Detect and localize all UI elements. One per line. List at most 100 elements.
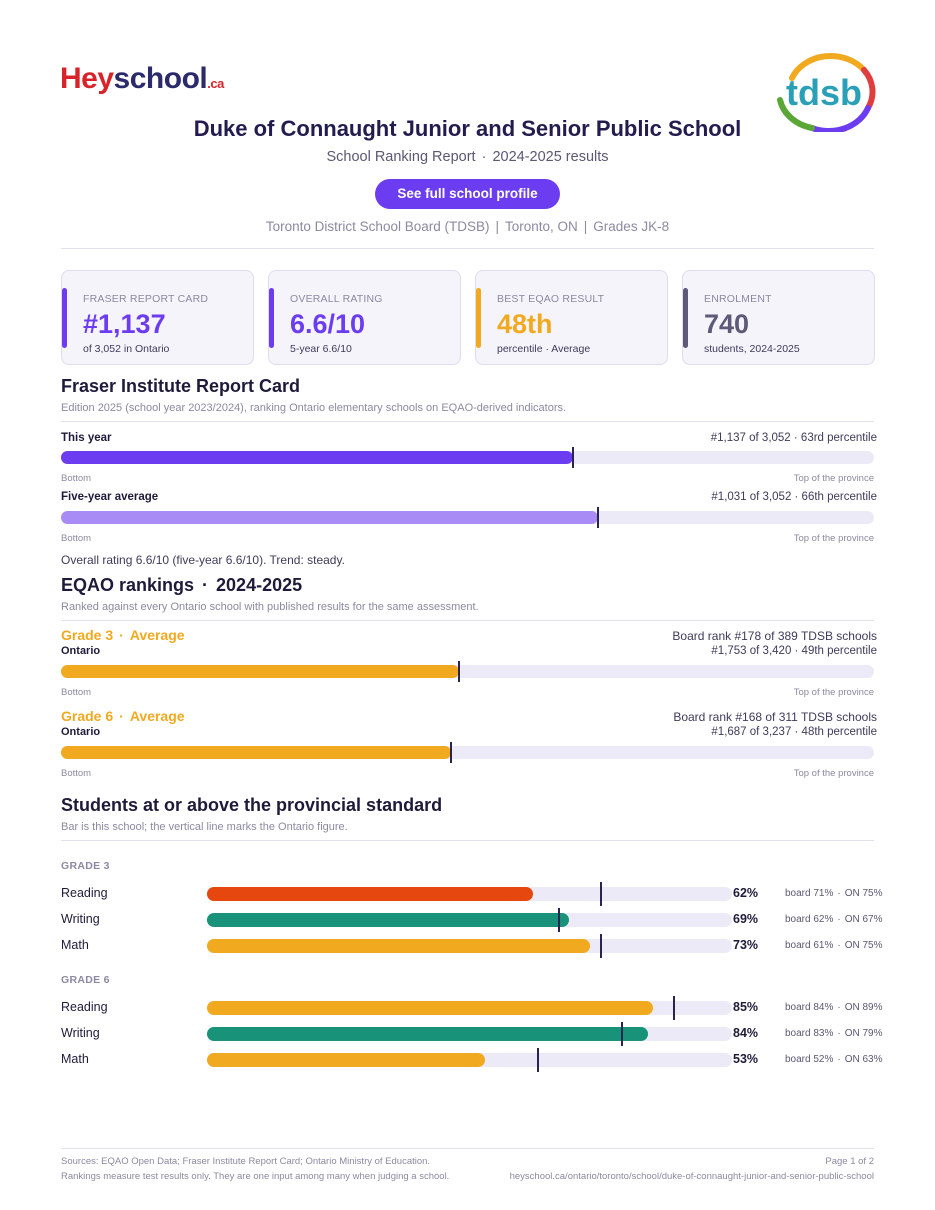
subject-label: Math xyxy=(61,938,89,952)
divider xyxy=(61,840,874,841)
comparison: board 71% · ON 75% xyxy=(785,888,883,899)
fraser-note: Overall rating 6.6/10 (five-year 6.6/10)… xyxy=(61,553,345,567)
footer-disclaimer: Rankings measure test results only. They… xyxy=(61,1171,450,1182)
card-label: OVERALL RATING xyxy=(290,293,383,305)
card-label: ENROLMENT xyxy=(704,293,772,305)
percentile-fill xyxy=(61,451,574,464)
comparison-dot: · xyxy=(837,1028,841,1039)
eqao-heading-title: EQAO rankings xyxy=(61,575,195,595)
full-profile-button[interactable]: See full school profile xyxy=(375,179,560,209)
subtitle-report: School Ranking Report xyxy=(326,149,476,165)
ontario-figure: ON 63% xyxy=(844,1054,883,1065)
standards-heading: Students at or above the provincial stan… xyxy=(61,795,443,815)
axis-bottom-label: Bottom xyxy=(61,687,92,698)
standard-track xyxy=(207,996,732,1020)
comparison-dot: · xyxy=(837,914,841,925)
logo-school: school xyxy=(113,62,208,95)
percentile-track xyxy=(61,742,874,763)
divider xyxy=(61,248,874,249)
eqao-description: Ranked against every Ontario school with… xyxy=(61,601,479,613)
eqao-level: Average xyxy=(129,708,185,724)
percentile-fill xyxy=(61,511,598,524)
eqao-grade: Grade 6 xyxy=(61,708,114,724)
fraser-row-label: Five-year average xyxy=(61,491,159,503)
footer-url[interactable]: heyschool.ca/ontario/toronto/school/duke… xyxy=(509,1171,874,1182)
tdsb-wordmark: tdsb xyxy=(786,72,862,113)
ontario-figure: ON 75% xyxy=(844,940,883,951)
percentile-marker xyxy=(458,661,461,682)
heyschool-logo[interactable]: Heyschool.ca xyxy=(60,62,224,96)
comparison-dot: · xyxy=(837,940,841,951)
eqao-heading-year: 2024-2025 xyxy=(216,575,303,595)
meta-divider: | xyxy=(495,219,499,234)
percentile-marker xyxy=(596,507,599,528)
comparison: board 62% · ON 67% xyxy=(785,914,883,925)
footer-page: Page 1 of 2 xyxy=(825,1156,874,1167)
ontario-marker xyxy=(599,882,602,906)
logo-hey: Hey xyxy=(60,62,114,95)
fraser-description: Edition 2025 (school year 2023/2024), ra… xyxy=(61,402,567,414)
standards-grade-label: GRADE 3 xyxy=(61,860,110,872)
school-bar xyxy=(207,913,570,927)
card-best-eqao: BEST EQAO RESULT 48th percentile · Avera… xyxy=(475,270,668,365)
percentile-marker xyxy=(450,742,453,763)
subtitle-year: 2024-2025 results xyxy=(492,149,609,165)
fraser-row-rank: #1,137 of 3,052 · 63rd percentile xyxy=(710,432,877,444)
ontario-figure: ON 67% xyxy=(844,914,883,925)
meta-grades: Grades JK-8 xyxy=(593,219,670,234)
card-value: 6.6/10 xyxy=(290,309,366,339)
axis-bottom-label: Bottom xyxy=(61,533,92,544)
fraser-row-label: This year xyxy=(61,432,112,444)
ontario-marker xyxy=(673,996,676,1020)
eqao-ontario-rank: #1,687 of 3,237 · 48th percentile xyxy=(711,726,877,738)
divider xyxy=(61,421,874,422)
eqao-board-rank: Board rank #178 of 389 TDSB schools xyxy=(672,629,877,643)
standard-track xyxy=(207,882,732,906)
card-accent xyxy=(683,288,688,348)
eqao-grade: Grade 3 xyxy=(61,627,114,643)
standards-description: Bar is this school; the vertical line ma… xyxy=(61,821,348,833)
standard-track xyxy=(207,1022,732,1046)
meta-city: Toronto, ON xyxy=(505,219,578,234)
school-percent: 84% xyxy=(733,1026,759,1040)
fraser-heading: Fraser Institute Report Card xyxy=(61,376,301,396)
ontario-marker xyxy=(599,934,602,958)
card-sub: 5-year 6.6/10 xyxy=(290,343,352,355)
standard-track xyxy=(207,1048,732,1072)
percentile-track xyxy=(61,661,874,682)
footer-sources-block: Sources: EQAO Open Data; Fraser Institut… xyxy=(61,1154,449,1184)
comparison-dot: · xyxy=(837,888,841,899)
subtitle-separator: · xyxy=(481,149,487,165)
card-value: 48th xyxy=(497,309,553,339)
eqao-grade-dot: · xyxy=(119,627,124,643)
card-sub: of 3,052 in Ontario xyxy=(83,343,170,355)
school-percent: 69% xyxy=(733,912,759,926)
page-subtitle: School Ranking Report · 2024-2025 results xyxy=(0,149,935,165)
card-label: BEST EQAO RESULT xyxy=(497,293,605,305)
card-accent xyxy=(62,288,67,348)
school-percent: 62% xyxy=(733,886,759,900)
eqao-board-rank: Board rank #168 of 311 TDSB schools xyxy=(673,710,877,724)
comparison: board 84% · ON 89% xyxy=(785,1002,883,1013)
meta-divider: | xyxy=(583,219,588,234)
axis-bottom-label: Bottom xyxy=(61,768,92,779)
divider xyxy=(61,620,874,621)
comparison: board 61% · ON 75% xyxy=(785,940,883,951)
standard-track xyxy=(207,908,732,932)
tdsb-logo: tdsb xyxy=(777,53,876,132)
eqao-grade-title: Grade 3 · Average xyxy=(61,627,185,643)
school-bar xyxy=(207,1027,648,1041)
school-bar xyxy=(207,939,591,953)
card-accent xyxy=(476,288,481,348)
board-figure: board 62% xyxy=(785,914,834,925)
board-figure: board 71% xyxy=(785,888,834,899)
school-meta: Toronto District School Board (TDSB) | Tor… xyxy=(0,219,935,234)
footer-right-block: Page 1 of 2 heyschool.ca/ontario/toronto… xyxy=(510,1154,874,1184)
meta-board: Toronto District School Board (TDSB) xyxy=(265,219,490,234)
comparison: board 83% · ON 79% xyxy=(785,1028,883,1039)
axis-top-label: Top of the province xyxy=(793,687,874,698)
eqao-grade-dot: · xyxy=(119,708,124,724)
standard-track xyxy=(207,934,732,958)
subject-label: Math xyxy=(61,1052,89,1066)
eqao-level: Average xyxy=(129,627,185,643)
